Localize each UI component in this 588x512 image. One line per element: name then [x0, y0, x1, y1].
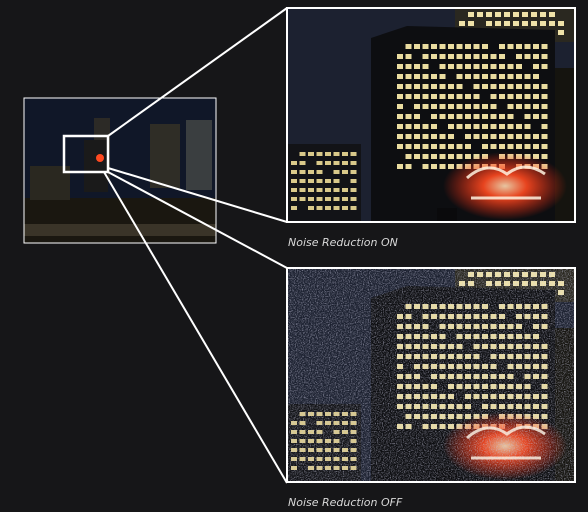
caption: Noise Reduction ON [288, 236, 398, 249]
panel-off-image [287, 268, 575, 482]
page: Noise Reduction comparison {"panels": [{… [0, 0, 588, 512]
thumbnail [24, 98, 216, 243]
panel-on-image [287, 8, 575, 222]
connectors [104, 8, 287, 483]
figure [0, 0, 588, 512]
page-body: Noise Reduction ON Noise Reduction OFF (… [0, 0, 588, 512]
caption: Noise Reduction OFF [288, 496, 402, 509]
